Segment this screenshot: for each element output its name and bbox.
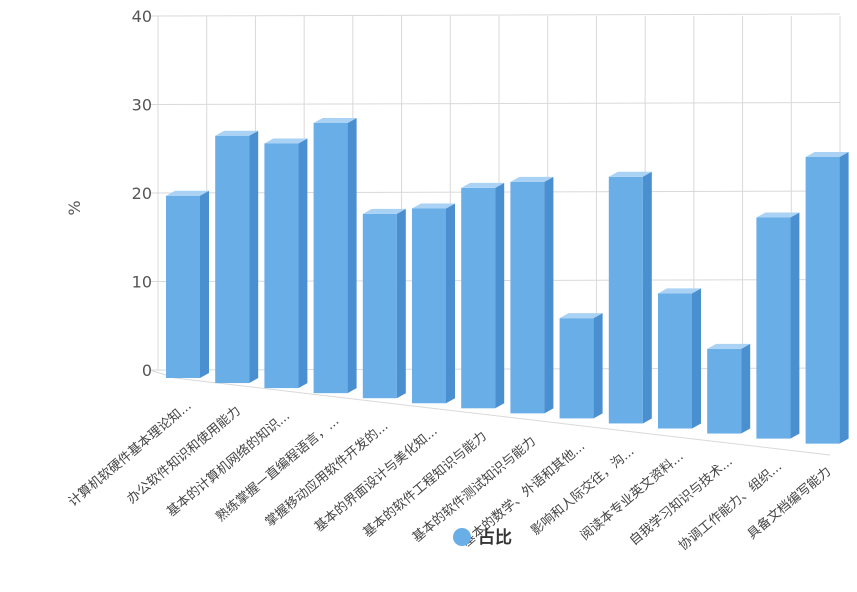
bar-top <box>707 343 751 349</box>
bar-side <box>298 138 308 389</box>
bar-front <box>756 217 791 439</box>
bar <box>608 171 652 424</box>
bar-front <box>658 293 692 429</box>
bars <box>166 117 849 444</box>
bar-side <box>446 203 455 404</box>
bar-side <box>200 190 209 378</box>
bar <box>362 208 406 399</box>
x-tick-label: 阅读本专业英文资料... <box>578 449 687 544</box>
bar-side <box>692 288 701 429</box>
bar-top <box>658 288 701 294</box>
bar <box>461 182 505 409</box>
bar <box>756 212 800 439</box>
bar <box>313 117 357 394</box>
bar-front <box>559 318 594 419</box>
bar-front <box>608 176 643 424</box>
bar-top <box>166 190 209 196</box>
bar-top <box>608 171 652 177</box>
bar <box>510 176 554 414</box>
bar-top <box>313 117 357 123</box>
legend-label: 占比 <box>478 527 512 548</box>
bar-side <box>396 208 406 399</box>
bar-side <box>642 171 652 424</box>
y-tick-label: 0 <box>142 361 152 380</box>
bar-top <box>264 138 308 144</box>
bar-top <box>461 182 505 188</box>
bar-front <box>805 156 840 444</box>
bar <box>805 151 849 444</box>
bar-front <box>362 213 397 399</box>
bar-front <box>412 208 446 404</box>
bar-front <box>707 348 742 434</box>
bar-front <box>313 122 348 394</box>
bar-side <box>249 130 259 384</box>
y-axis-ticks: 0 10 20 30 40 <box>132 7 152 380</box>
bar-top <box>215 130 259 136</box>
y-tick-label: 20 <box>132 184 152 203</box>
y-tick-label: 30 <box>132 96 152 115</box>
bar-side <box>593 313 603 419</box>
bar <box>707 343 751 434</box>
legend: 占比 <box>453 527 512 548</box>
bar-side <box>495 182 505 409</box>
bar <box>166 190 209 378</box>
bar-top <box>559 313 603 319</box>
x-tick-label: 影响和人际交往，沟... <box>528 443 637 538</box>
bar <box>559 313 603 419</box>
floor-edge <box>174 377 831 456</box>
x-tick-label: 协调工作能力、组织... <box>676 459 785 554</box>
bar-side <box>790 212 800 439</box>
gridline <box>149 102 841 105</box>
x-tick-label: 自我学习知识与技术... <box>626 453 735 548</box>
y-tick-label: 10 <box>132 273 152 292</box>
bar <box>264 138 308 389</box>
bar-front <box>510 181 545 414</box>
y-axis-label: % <box>65 200 84 215</box>
gridline <box>149 13 841 17</box>
bar-front <box>215 135 250 384</box>
bar-front <box>264 143 299 389</box>
bar <box>658 288 701 429</box>
bar-top <box>805 151 849 157</box>
bar-side <box>741 343 751 434</box>
bar-side <box>347 117 357 394</box>
bar-front <box>461 187 496 409</box>
bar-top <box>756 212 800 218</box>
bar-top <box>510 176 554 182</box>
bar-side <box>839 151 849 444</box>
bar-front <box>166 195 200 378</box>
bar-top <box>412 203 455 209</box>
legend-swatch <box>453 528 471 546</box>
bar-top <box>362 208 406 214</box>
bar <box>412 203 455 404</box>
bar-side <box>544 176 554 414</box>
y-tick-label: 40 <box>132 7 152 26</box>
bar <box>215 130 259 384</box>
